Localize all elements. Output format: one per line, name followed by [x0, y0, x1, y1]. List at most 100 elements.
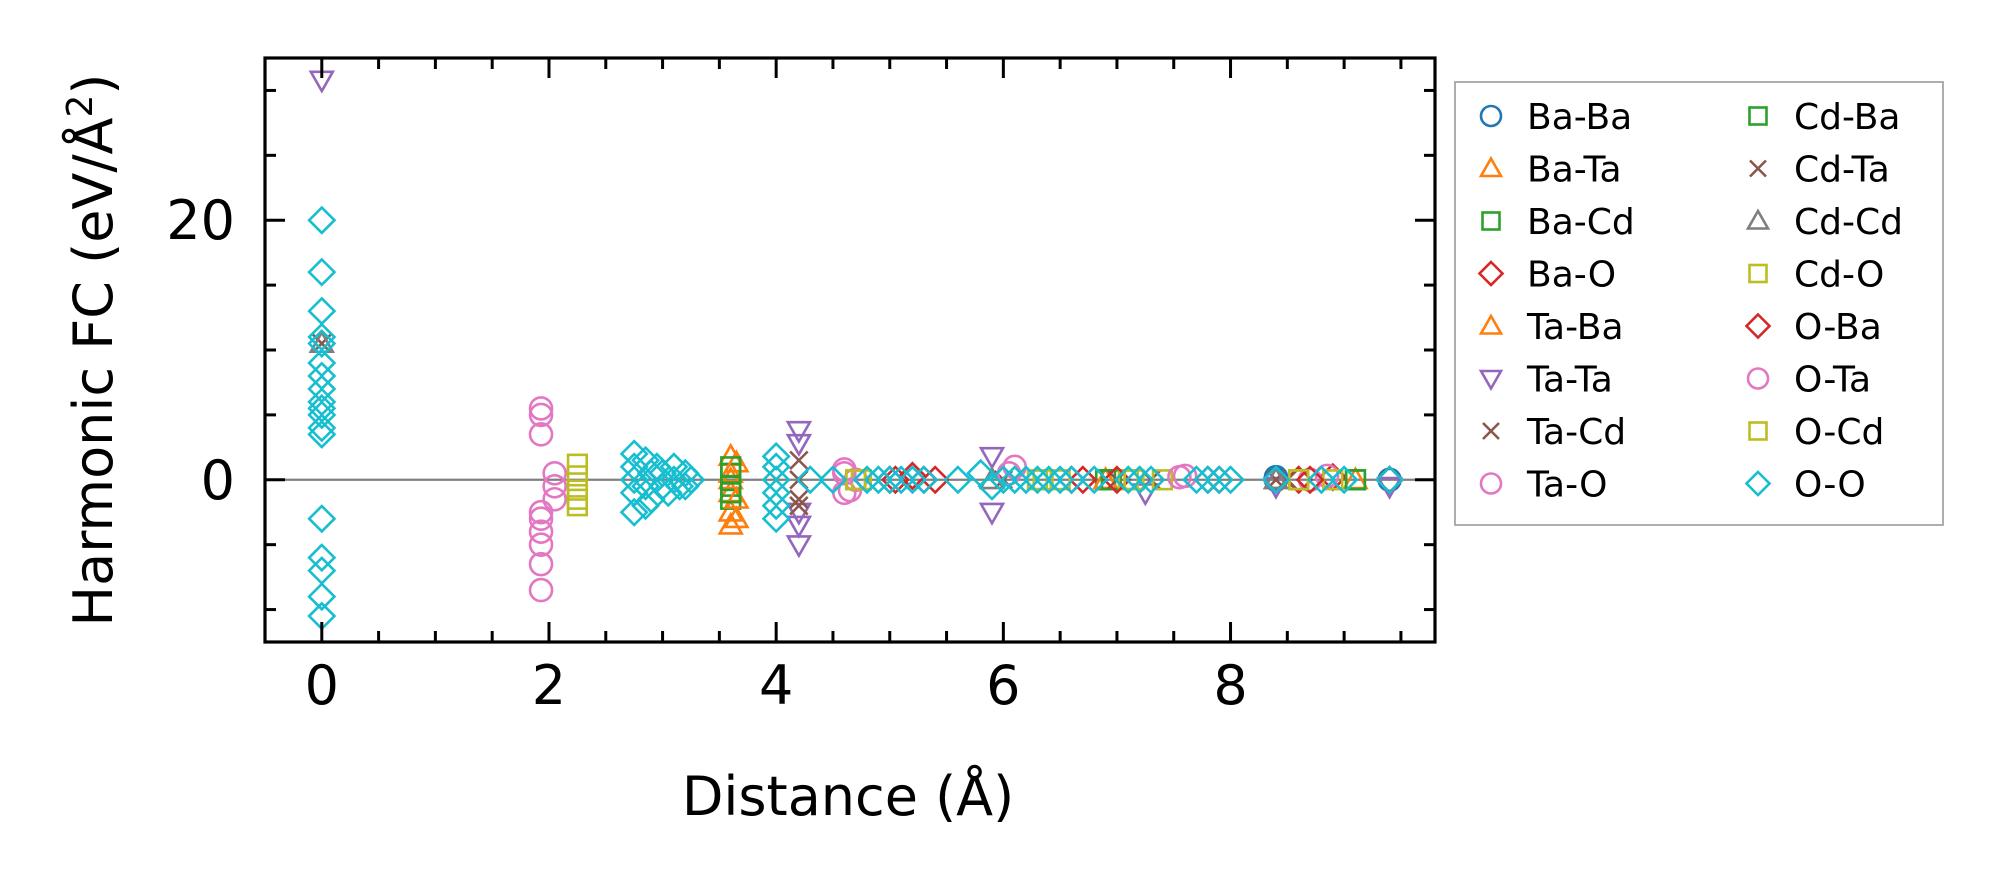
- legend-marker: [1482, 422, 1500, 440]
- point-o-o: [943, 465, 973, 495]
- legend-entry: Cd-Ba: [1748, 97, 1900, 138]
- point-o-o: [761, 491, 791, 521]
- legend-marker: [1477, 260, 1505, 287]
- legend-label: Cd-O: [1794, 255, 1884, 296]
- point-cd-o: [566, 453, 589, 475]
- legend-label: Ba-Ta: [1527, 150, 1622, 191]
- legend-label: O-Cd: [1794, 412, 1884, 453]
- point-o-o: [676, 465, 706, 495]
- legend-label: Ta-Ta: [1526, 360, 1613, 401]
- x-tick-label: 4: [759, 654, 793, 717]
- point-ta-ba: [723, 505, 750, 529]
- point-ta-ta: [785, 535, 813, 559]
- point-ba-o: [920, 465, 950, 495]
- legend-entry: Ba-Ba: [1479, 97, 1632, 138]
- point-o-o: [307, 296, 337, 326]
- point-o-o: [1375, 465, 1405, 495]
- point-ta-o: [528, 506, 554, 532]
- data-points: [307, 70, 1405, 631]
- legend-marker: [1748, 263, 1768, 284]
- legend-label: Ta-Cd: [1526, 412, 1626, 453]
- point-ta-o: [528, 551, 554, 577]
- point-o-o: [1216, 465, 1246, 495]
- legend-marker: [1748, 106, 1768, 126]
- point-o-o: [795, 465, 825, 495]
- point-o-o: [1125, 465, 1155, 495]
- point-o-o: [307, 257, 337, 287]
- legend-entry: O-Ta: [1746, 360, 1871, 401]
- legend-frame: [1454, 81, 1944, 526]
- point-ba-ta: [717, 511, 744, 535]
- point-ba-ta: [717, 466, 744, 490]
- point-o-cd: [566, 488, 589, 510]
- point-ta-ba: [723, 449, 750, 473]
- series-ta-ta: [308, 70, 1403, 559]
- legend-label: Ta-Ba: [1526, 307, 1624, 348]
- point-o-o: [818, 465, 848, 495]
- point-ta-ta: [978, 502, 1006, 526]
- point-cd-ba: [720, 482, 742, 504]
- point-o-o: [1000, 465, 1030, 495]
- legend-entry: Cd-Cd: [1745, 202, 1903, 243]
- legend-label: O-Ba: [1794, 307, 1882, 348]
- point-o-o: [1113, 465, 1143, 495]
- point-ta-o: [542, 486, 567, 512]
- x-tick-label: 0: [305, 654, 339, 717]
- point-o-o: [875, 465, 905, 495]
- legend-marker: [1478, 313, 1504, 335]
- point-o-o: [1306, 465, 1336, 495]
- point-o-cd: [1123, 469, 1145, 491]
- point-ta-cd: [789, 496, 809, 516]
- point-o-o: [1193, 465, 1223, 495]
- point-ta-cd: [789, 450, 809, 471]
- legend-entry: Ba-Cd: [1481, 202, 1635, 243]
- point-cd-ba: [1100, 469, 1122, 491]
- point-ta-o: [542, 460, 567, 486]
- legend-marker: [1481, 211, 1501, 231]
- x-axis-label: Distance (Å): [682, 764, 1014, 828]
- point-o-o: [1136, 465, 1166, 495]
- point-o-o: [1034, 465, 1064, 495]
- point-o-o: [631, 491, 661, 521]
- legend-entry: Cd-Ta: [1749, 150, 1890, 191]
- point-ta-o: [528, 402, 554, 428]
- point-ta-ta: [785, 515, 813, 539]
- point-o-o: [1057, 465, 1086, 495]
- legend-label: Cd-Ba: [1794, 97, 1900, 138]
- point-o-o: [307, 419, 337, 449]
- point-o-o: [1045, 465, 1075, 495]
- point-o-o: [863, 465, 893, 495]
- point-o-o: [1261, 465, 1291, 495]
- point-o-o: [1204, 465, 1234, 495]
- point-cd-ta: [789, 489, 809, 509]
- point-o-o: [307, 504, 337, 534]
- legend-marker: [1745, 208, 1771, 230]
- point-o-o: [1079, 465, 1109, 495]
- point-cd-ba: [1344, 469, 1367, 491]
- point-cd-o: [566, 465, 589, 487]
- y-axis-label-close: ): [62, 74, 125, 95]
- point-o-cd: [1032, 469, 1054, 491]
- series-cd-ba: [720, 456, 1367, 504]
- point-ta-o: [528, 577, 554, 603]
- legend-label: Ba-Cd: [1527, 202, 1635, 243]
- point-ta-ta: [785, 433, 813, 458]
- point-ta-o: [528, 532, 554, 557]
- legend-entry: Ba-O: [1477, 255, 1616, 296]
- point-o-o: [307, 400, 337, 430]
- point-o-o: [619, 497, 649, 527]
- point-ta-ta: [978, 446, 1006, 471]
- point-o-o: [307, 543, 337, 573]
- point-o-o: [1022, 465, 1052, 495]
- point-ta-o: [542, 473, 567, 499]
- legend-marker: [1479, 472, 1503, 495]
- legend-entry: Ta-Cd: [1482, 412, 1626, 453]
- point-o-o: [1181, 465, 1211, 495]
- y-tick-label: 20: [166, 189, 235, 252]
- point-ba-ta: [717, 498, 744, 522]
- point-o-o: [761, 504, 791, 534]
- point-cd-cd: [1262, 466, 1290, 490]
- legend-marker: [1744, 470, 1772, 497]
- point-ta-o: [528, 519, 554, 544]
